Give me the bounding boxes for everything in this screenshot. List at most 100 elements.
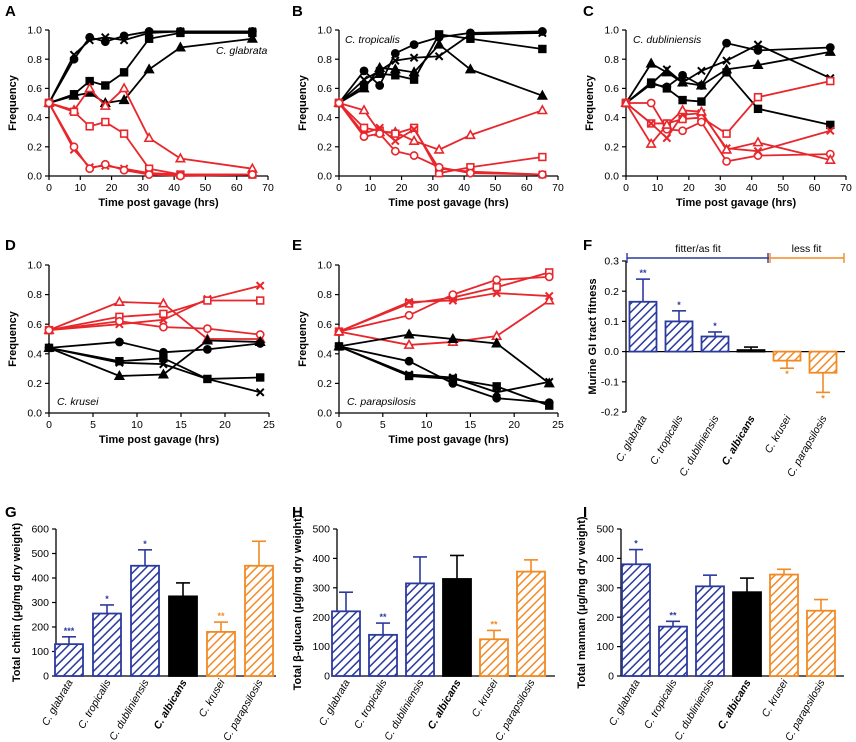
data-point [68, 89, 80, 100]
data-point [255, 373, 265, 382]
category-label: C. krusei [762, 413, 793, 455]
series-line [625, 80, 831, 135]
data-point [434, 30, 444, 39]
panel-letter: C [583, 3, 594, 20]
series-line [48, 346, 261, 394]
significance-label: * [785, 369, 789, 379]
data-point [44, 98, 54, 108]
bar [405, 582, 435, 677]
data-point [157, 368, 169, 379]
y-tick-label: 0.6 [27, 83, 42, 95]
data-point [536, 89, 548, 100]
data-point [752, 58, 764, 70]
data-point [118, 94, 130, 105]
data-point [390, 48, 400, 58]
series-line [625, 102, 831, 153]
category-label: C. albicans [719, 413, 757, 467]
data-point [159, 309, 168, 319]
x-tick-label: 30 [137, 182, 149, 194]
x-axis-label: Time post gavage (hrs) [388, 434, 509, 446]
data-point [544, 272, 554, 282]
data-point [44, 325, 54, 335]
data-point [175, 171, 185, 181]
data-point [159, 359, 168, 369]
panel-letter: I [583, 504, 587, 521]
significance-label: * [677, 300, 681, 310]
data-point [202, 324, 212, 334]
x-tick-label: 15 [175, 419, 187, 431]
bar [92, 612, 122, 677]
x-tick-label: 10 [364, 182, 376, 194]
data-point [115, 316, 124, 326]
data-point [434, 51, 444, 61]
category-label: C. glabrata [317, 677, 353, 728]
group-brackets: fitter/as fit less fit [626, 243, 845, 263]
category-label: C. parapsilosis [493, 677, 538, 742]
y-tick-label: 0 [324, 671, 330, 683]
bracket-label-fit: fitter/as fit [675, 243, 721, 255]
series-line [338, 102, 543, 176]
x-tick-label: 70 [552, 182, 564, 194]
data-point [203, 374, 212, 384]
y-axis-label: Frequency [297, 310, 309, 367]
y-tick-label: 0.1 [604, 316, 619, 328]
x-tick-label: 40 [746, 182, 758, 194]
y-tick-label: 0.8 [604, 54, 619, 66]
y-tick-label: 600 [31, 524, 49, 536]
species-label: C. parapsilosis [347, 396, 417, 408]
data-point [646, 78, 656, 87]
y-tick-label: 0.0 [604, 346, 619, 358]
x-tick-label: 30 [427, 182, 439, 194]
species-label: C. dubliniensis [633, 34, 702, 46]
data-point [203, 296, 212, 305]
x-tick-label: 70 [840, 182, 852, 194]
y-tick-label: 400 [31, 573, 49, 585]
data-point [144, 170, 154, 179]
data-point [448, 290, 458, 299]
data-point [645, 137, 657, 148]
data-point [409, 75, 419, 84]
x-tick-label: 40 [458, 182, 470, 194]
category-label: C. parapsilosis [783, 677, 828, 742]
data-point [544, 377, 554, 387]
data-point [722, 56, 731, 65]
panel-g: G 0 100 200 300 400 500 600 Total chitin (μg/mg … [5, 504, 276, 742]
y-axis-label: Frequency [7, 74, 19, 131]
y-axis-label: Murine GI tract fitness [587, 278, 599, 394]
data-point [678, 70, 687, 80]
significance-label: * [634, 539, 638, 549]
x-tick-label: 0 [46, 419, 52, 431]
data-point [433, 38, 445, 49]
category-label: C. glabrata [614, 413, 650, 464]
data-point [404, 310, 414, 320]
data-point [118, 82, 130, 93]
y-axis-label: Frequency [584, 74, 596, 131]
data-point [113, 369, 125, 381]
data-point [409, 123, 419, 133]
y-tick-label: 400 [312, 553, 330, 565]
data-point [334, 98, 344, 108]
data-point [492, 387, 501, 397]
y-tick-label: 500 [312, 524, 330, 536]
significance-label: ** [217, 611, 225, 621]
data-point [174, 152, 186, 163]
data-point [661, 118, 673, 129]
bar [808, 350, 838, 374]
data-point [492, 393, 502, 403]
y-tick-label: 1.0 [317, 25, 332, 37]
data-point [824, 153, 836, 164]
category-label: C. krusei [196, 677, 227, 719]
data-point [391, 136, 400, 146]
species-label: C. glabrata [216, 45, 268, 57]
y-tick-label: 200 [31, 622, 49, 634]
data-point [359, 123, 369, 133]
data-point [409, 40, 419, 49]
y-tick-label: 0.2 [317, 378, 332, 390]
y-tick-label: 0.0 [317, 408, 332, 420]
bar [331, 610, 361, 677]
bar [479, 638, 509, 677]
category-label: C. glabrata [40, 677, 76, 728]
data-point [752, 136, 764, 147]
data-point [409, 151, 419, 160]
series-line [48, 102, 253, 177]
